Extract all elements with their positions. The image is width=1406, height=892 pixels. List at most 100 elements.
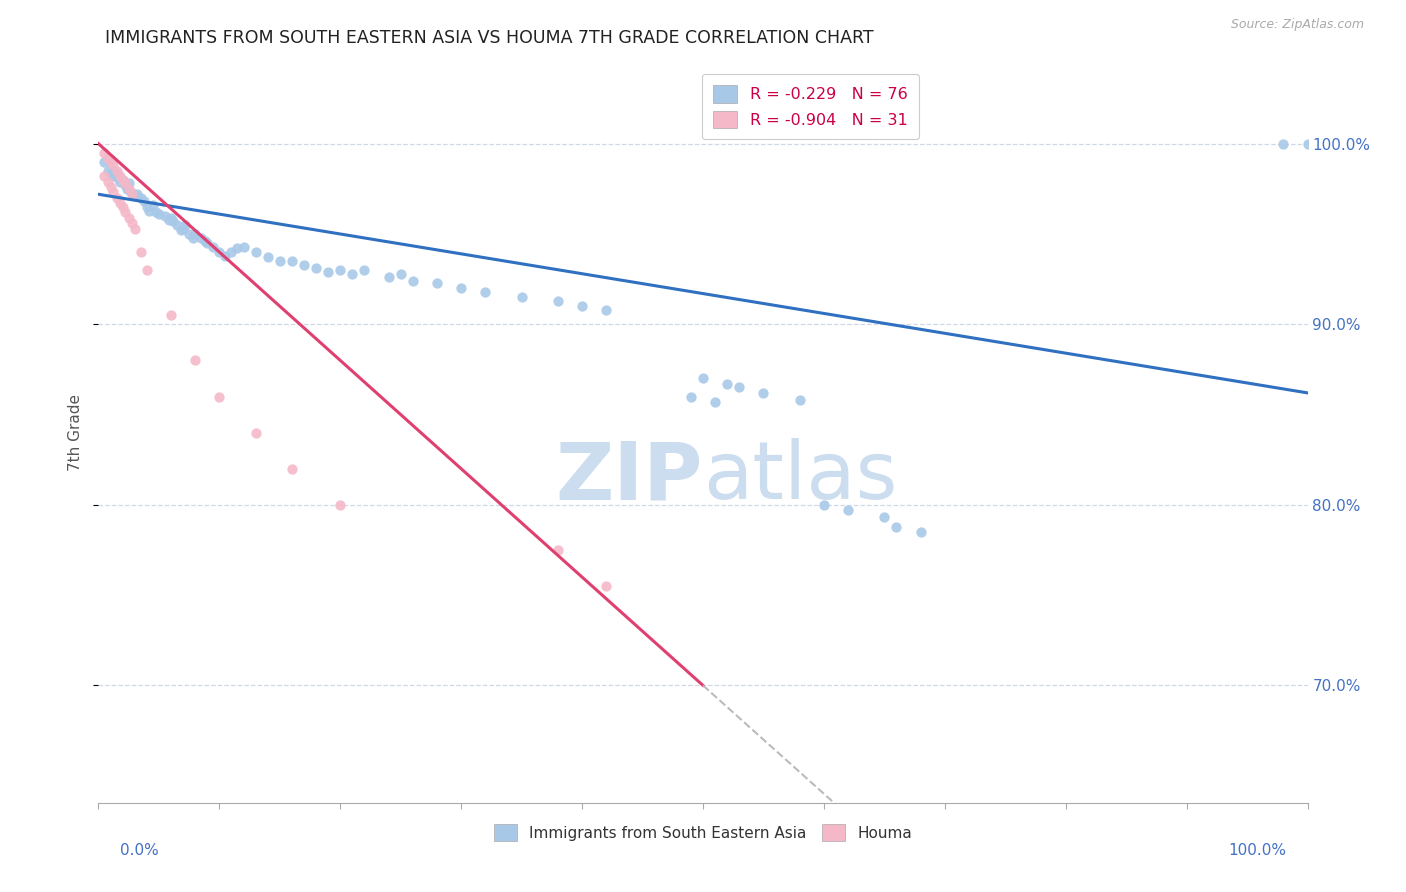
Point xyxy=(886,519,908,533)
Point xyxy=(208,245,231,260)
Point xyxy=(117,182,139,196)
Point xyxy=(135,263,157,277)
Point xyxy=(111,173,134,187)
Point xyxy=(179,227,201,241)
Point xyxy=(329,263,352,277)
Point xyxy=(595,579,617,593)
Point xyxy=(704,395,727,409)
Point xyxy=(789,393,811,408)
Point xyxy=(172,221,194,235)
Point xyxy=(93,169,115,184)
Text: 0.0%: 0.0% xyxy=(120,843,159,858)
Point xyxy=(837,503,859,517)
Point xyxy=(194,234,217,248)
Point xyxy=(195,235,218,250)
Point xyxy=(145,205,167,219)
Point xyxy=(281,254,304,268)
Point xyxy=(93,145,115,160)
Point xyxy=(105,163,128,178)
Point xyxy=(716,376,738,391)
Point xyxy=(342,267,364,281)
Point xyxy=(160,211,183,225)
Point xyxy=(281,461,304,475)
Point xyxy=(910,524,932,539)
Point xyxy=(184,353,207,368)
Point xyxy=(329,498,352,512)
Point xyxy=(108,169,131,184)
Point xyxy=(1296,136,1319,151)
Point xyxy=(426,276,449,290)
Point xyxy=(118,211,141,225)
Point xyxy=(181,230,204,244)
Point xyxy=(108,196,131,211)
Point xyxy=(245,245,267,260)
Point xyxy=(728,380,751,394)
Point xyxy=(292,258,315,272)
Point xyxy=(547,293,569,308)
Point xyxy=(389,267,412,281)
Point xyxy=(100,154,122,169)
Point xyxy=(121,216,143,230)
Point xyxy=(148,207,170,221)
Point xyxy=(377,270,399,285)
Point xyxy=(124,189,146,203)
Point xyxy=(316,265,339,279)
Point xyxy=(103,163,125,178)
Point xyxy=(510,290,533,304)
Point xyxy=(157,212,180,227)
Point xyxy=(93,154,115,169)
Point xyxy=(873,510,896,524)
Text: ZIP: ZIP xyxy=(555,438,703,516)
Point xyxy=(813,498,835,512)
Point xyxy=(595,302,617,317)
Point xyxy=(202,239,225,253)
Point xyxy=(160,308,183,322)
Y-axis label: 7th Grade: 7th Grade xyxy=(67,394,83,471)
Point xyxy=(105,191,128,205)
Point xyxy=(107,171,129,186)
Point xyxy=(101,169,124,184)
Point xyxy=(402,274,425,288)
Point xyxy=(97,151,120,165)
Point xyxy=(120,186,142,200)
Point xyxy=(214,249,236,263)
Text: Source: ZipAtlas.com: Source: ZipAtlas.com xyxy=(1230,18,1364,31)
Point xyxy=(114,177,136,191)
Point xyxy=(138,203,160,218)
Point xyxy=(100,180,122,194)
Point xyxy=(232,239,254,253)
Point xyxy=(174,218,197,232)
Point xyxy=(547,543,569,558)
Point xyxy=(571,299,593,313)
Point xyxy=(114,205,136,219)
Point xyxy=(305,261,328,276)
Point xyxy=(121,187,143,202)
Point xyxy=(474,285,496,299)
Point xyxy=(269,254,291,268)
Point xyxy=(118,177,141,191)
Point xyxy=(135,200,157,214)
Text: 100.0%: 100.0% xyxy=(1229,843,1286,858)
Point xyxy=(97,175,120,189)
Point xyxy=(101,186,124,200)
Point xyxy=(169,223,191,237)
Point xyxy=(97,163,120,178)
Point xyxy=(162,214,184,228)
Point xyxy=(153,209,176,223)
Point xyxy=(245,425,267,440)
Point xyxy=(108,175,131,189)
Point xyxy=(692,371,714,385)
Point xyxy=(134,194,156,209)
Point xyxy=(679,390,702,404)
Point xyxy=(184,227,207,241)
Point xyxy=(129,191,152,205)
Point xyxy=(105,168,128,182)
Legend: Immigrants from South Eastern Asia, Houma: Immigrants from South Eastern Asia, Houm… xyxy=(488,818,918,847)
Text: IMMIGRANTS FROM SOUTH EASTERN ASIA VS HOUMA 7TH GRADE CORRELATION CHART: IMMIGRANTS FROM SOUTH EASTERN ASIA VS HO… xyxy=(105,29,875,46)
Point xyxy=(226,242,249,256)
Point xyxy=(190,230,212,244)
Point xyxy=(166,218,188,232)
Point xyxy=(118,182,141,196)
Point xyxy=(221,245,243,260)
Point xyxy=(129,245,152,260)
